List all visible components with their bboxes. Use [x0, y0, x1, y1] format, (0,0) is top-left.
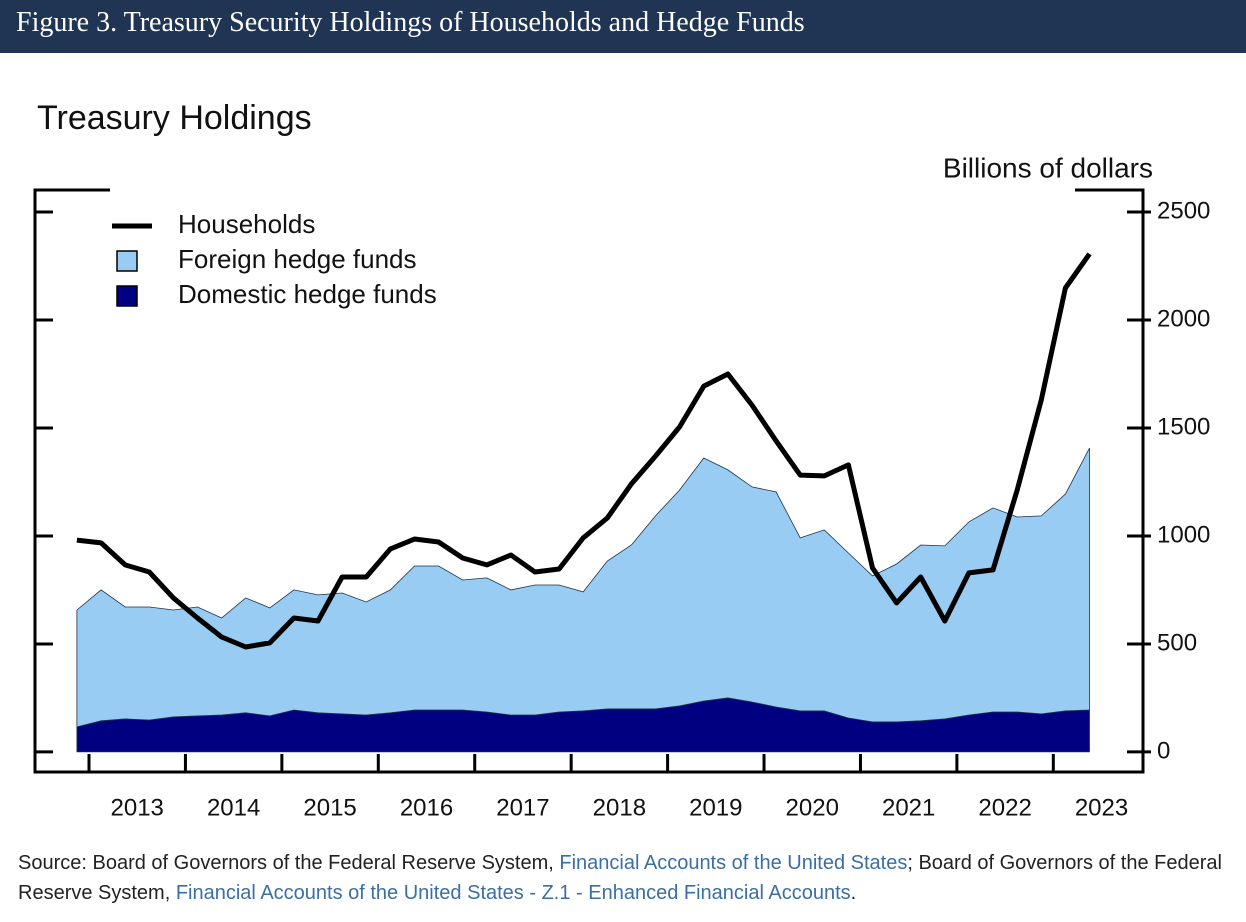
chart: Treasury Holdings Billions of dollars 0 5…	[33, 99, 1210, 821]
legend-swatch	[116, 250, 138, 272]
header: Figure 3. Treasury Security Holdings of …	[0, 0, 1246, 53]
x-tick-label: 2013	[111, 794, 164, 821]
x-tick-label: 2014	[207, 794, 260, 821]
y-tick-label: 1000	[1157, 521, 1210, 548]
y-tick-label: 2000	[1157, 305, 1210, 332]
x-tick-label: 2020	[786, 794, 839, 821]
header-title: Figure 3. Treasury Security Holdings of …	[16, 7, 805, 38]
x-tick-label: 2023	[1075, 794, 1128, 821]
source-text: .	[850, 882, 857, 904]
areas	[76, 447, 1090, 753]
frame	[33, 188, 1145, 774]
y-tick-label: 1500	[1157, 413, 1210, 440]
y-tick-label: 500	[1157, 629, 1197, 656]
line	[76, 252, 1092, 650]
x-tick-label: 2022	[978, 794, 1031, 821]
source-link[interactable]: Financial Accounts of the United States …	[175, 882, 851, 904]
x-tick-label: 2021	[882, 794, 935, 821]
source-link[interactable]: Financial Accounts of the United States	[559, 852, 908, 874]
chart-title: Treasury Holdings	[37, 99, 312, 137]
legend-label: Domestic hedge funds	[178, 279, 437, 309]
area	[76, 447, 1090, 728]
x-tick-label: 2017	[496, 794, 549, 821]
frame-line	[33, 188, 1145, 774]
legend-label: Households	[178, 209, 315, 239]
x-tick-label: 2016	[400, 794, 453, 821]
y-axis-label: Billions of dollars	[943, 152, 1153, 183]
x-tick-label: 2019	[689, 794, 742, 821]
y-tick-label: 2500	[1157, 197, 1210, 224]
x-tick-label: 2015	[303, 794, 356, 821]
source-note: Source: Board of Governors of the Federa…	[18, 848, 1233, 908]
legend-label: Foreign hedge funds	[178, 244, 417, 274]
y-tick-label: 0	[1157, 737, 1170, 764]
x-tick-label: 2018	[593, 794, 646, 821]
source-text: ; Board of Governors of the Federal Rese…	[18, 852, 1222, 904]
source-text: Source: Board of Governors of the Federa…	[18, 852, 560, 874]
legend-swatch	[116, 285, 138, 307]
